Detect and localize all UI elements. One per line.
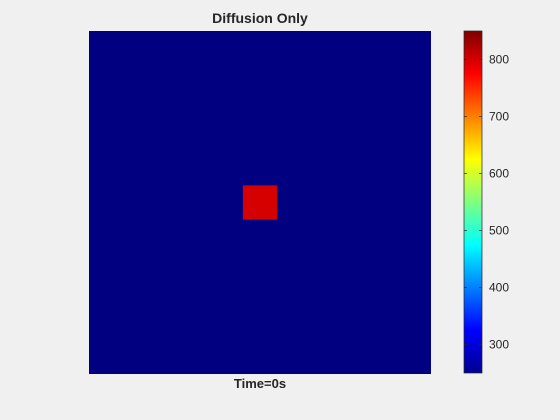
heatmap-plot (89, 31, 431, 374)
hot-region (242, 185, 278, 220)
colorbar-gradient (463, 30, 483, 374)
colorbar-tick-label: 600 (489, 167, 509, 181)
colorbar-tick-label: 300 (489, 338, 509, 352)
colorbar-ticks: 300 400 500 600 700 800 (464, 53, 509, 352)
chart-title: Diffusion Only (212, 10, 308, 26)
x-axis-label: Time=0s (234, 376, 286, 391)
colorbar: 300 400 500 600 700 800 (463, 30, 509, 374)
colorbar-tick-label: 400 (489, 281, 509, 295)
colorbar-tick-label: 700 (489, 110, 509, 124)
colorbar-tick-label: 800 (489, 53, 509, 67)
colorbar-tick-label: 500 (489, 224, 509, 238)
